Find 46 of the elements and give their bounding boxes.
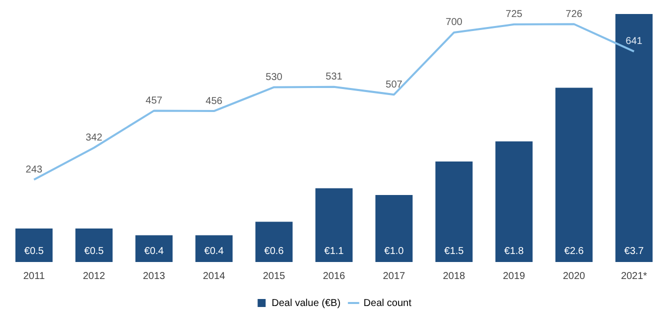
data-label: 243 [26, 164, 43, 176]
data-label: €3.7 [624, 246, 644, 257]
data-label: €1.8 [504, 246, 524, 257]
data-label: 342 [86, 132, 103, 144]
bar [255, 222, 293, 262]
bar [195, 235, 233, 262]
data-label: €2.6 [564, 246, 584, 257]
x-tick-label: 2016 [322, 270, 346, 282]
x-tick-label: 2011 [23, 270, 46, 282]
data-label: 641 [626, 36, 643, 48]
data-label: 700 [446, 17, 463, 28]
bar [75, 228, 113, 262]
data-label: 530 [266, 72, 283, 83]
x-tick-label: 2020 [562, 270, 586, 282]
x-tick-label: 2015 [262, 270, 286, 282]
data-label: €0.6 [264, 246, 284, 257]
x-tick-label: 2013 [142, 270, 166, 282]
data-label: 531 [326, 72, 343, 83]
data-label: 457 [146, 95, 163, 106]
bar [315, 188, 353, 262]
x-tick-label: 2017 [382, 270, 406, 282]
data-label: €1.5 [444, 246, 464, 257]
legend-label: Deal value (€B) [272, 298, 341, 309]
bar [495, 141, 533, 262]
data-label: €0.4 [204, 246, 224, 257]
data-label: €1.0 [384, 246, 404, 257]
bar [135, 235, 173, 262]
x-tick-label: 2019 [502, 270, 526, 282]
x-tick-label: 2021* [620, 270, 648, 282]
data-label: €0.5 [24, 246, 44, 257]
x-tick-label: 2018 [442, 270, 466, 282]
bar [375, 194, 413, 262]
bar [435, 161, 473, 262]
x-tick-label: 2012 [82, 270, 106, 282]
data-label: €0.4 [144, 246, 164, 257]
data-label: 726 [566, 8, 583, 20]
bar [615, 14, 653, 262]
data-label: €0.5 [84, 246, 104, 257]
data-label: €1.1 [324, 246, 344, 257]
x-tick-label: 2014 [202, 270, 226, 282]
data-label: 725 [506, 9, 523, 20]
data-label: 507 [386, 79, 403, 90]
bar [15, 228, 53, 262]
legend-label: Deal count [364, 298, 412, 309]
bar [555, 88, 593, 262]
data-label: 456 [206, 96, 223, 107]
